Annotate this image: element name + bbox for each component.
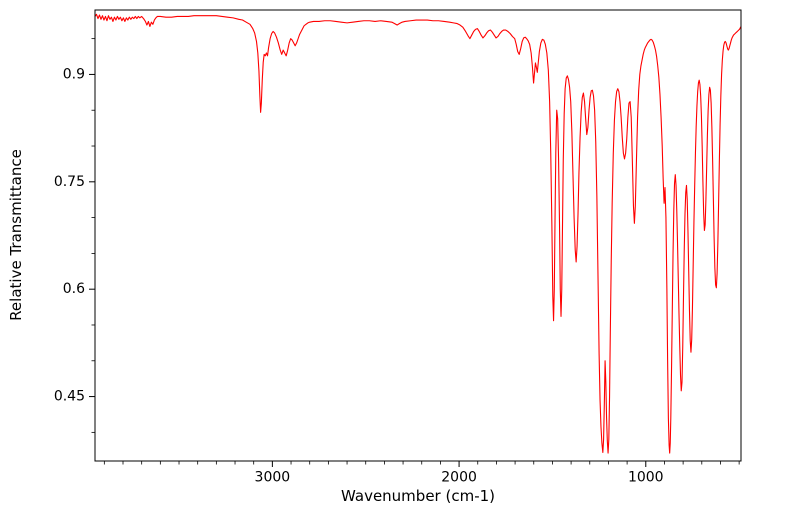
plot-frame [94,9,742,462]
y-tick-label: 0.6 [63,281,85,297]
x-tick-label: 1000 [628,470,664,486]
x-axis-label: Wavenumber (cm-1) [341,487,495,505]
y-tick-label: 0.9 [63,66,85,82]
y-axis-label: Relative Transmittance [7,149,25,321]
y-tick-label: 0.75 [54,174,85,190]
y-tick-label: 0.45 [54,389,85,405]
x-tick-label: 2000 [441,470,477,486]
spectrum-line [94,13,742,454]
x-tick-label: 3000 [255,470,291,486]
